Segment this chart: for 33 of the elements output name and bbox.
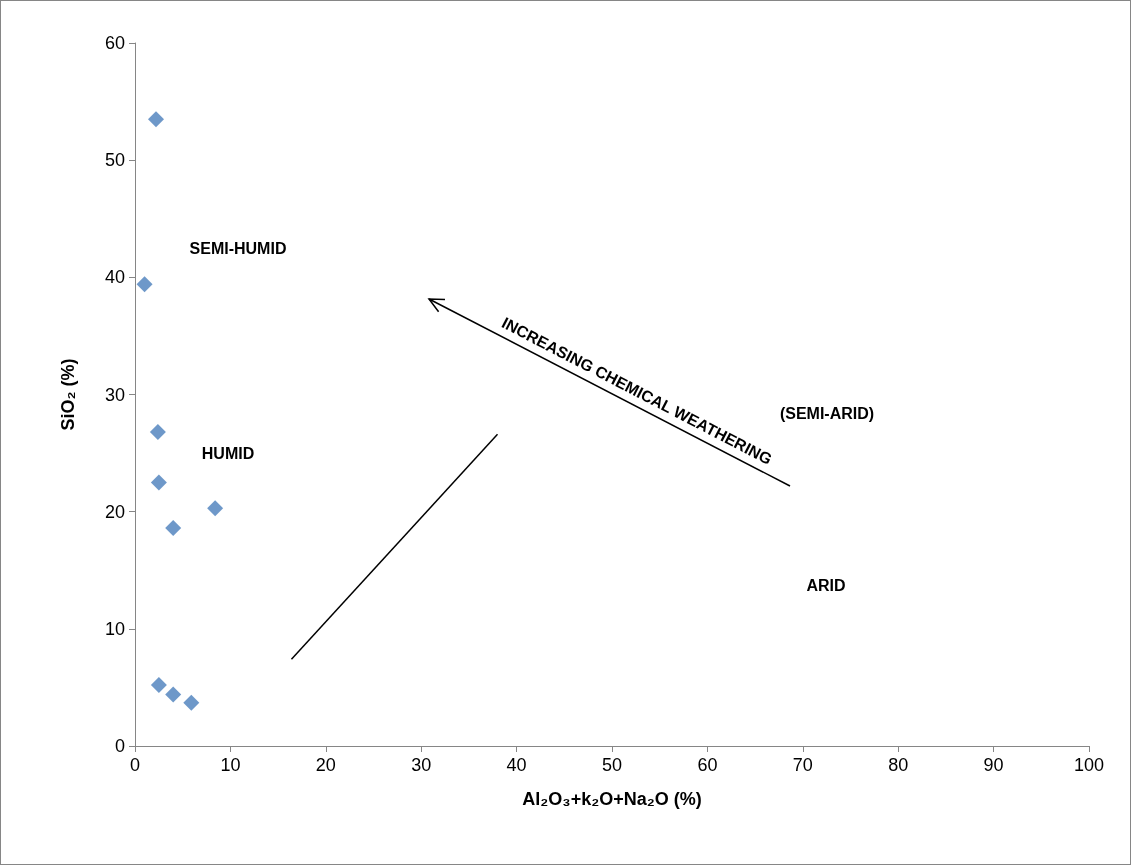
x-tick-label: 0 — [129, 755, 141, 775]
y-tick-label: 40 — [104, 267, 125, 288]
y-tick-label: 10 — [104, 618, 125, 639]
y-tick-label: 0 — [114, 736, 125, 756]
x-axis-title: Al₂O₃+k₂O+Na₂O (%) — [522, 789, 702, 809]
y-tick-label: 60 — [104, 33, 125, 53]
y-tick-label: 30 — [104, 384, 125, 405]
point — [150, 474, 167, 491]
point — [136, 276, 153, 293]
x-tick-label: 70 — [792, 755, 813, 775]
x-tick-label: 90 — [983, 755, 1004, 775]
x-tick-label: 100 — [1073, 755, 1105, 775]
x-tick-label: 40 — [506, 755, 527, 775]
y-tick-label: 20 — [104, 501, 125, 522]
point — [149, 423, 166, 440]
point — [147, 111, 164, 128]
annotation: SEMI-HUMID — [189, 239, 287, 257]
point — [183, 694, 200, 711]
x-tick-label: 50 — [601, 755, 623, 775]
x-tick-label: 30 — [411, 755, 432, 775]
x-tick-label: 60 — [697, 755, 718, 775]
annotation: (SEMI-ARID) — [779, 404, 875, 422]
x-tick-label: 10 — [220, 755, 241, 775]
annotation: HUMID — [201, 444, 255, 462]
point — [150, 677, 167, 694]
x-tick-label: 80 — [888, 755, 909, 775]
point — [207, 500, 224, 517]
y-tick-label: 50 — [104, 150, 125, 171]
point — [165, 686, 182, 703]
x-tick-label: 20 — [315, 755, 336, 775]
annotation: ARID — [806, 576, 846, 594]
y-axis-title: SiO₂ (%) — [58, 358, 78, 431]
point — [165, 520, 182, 537]
